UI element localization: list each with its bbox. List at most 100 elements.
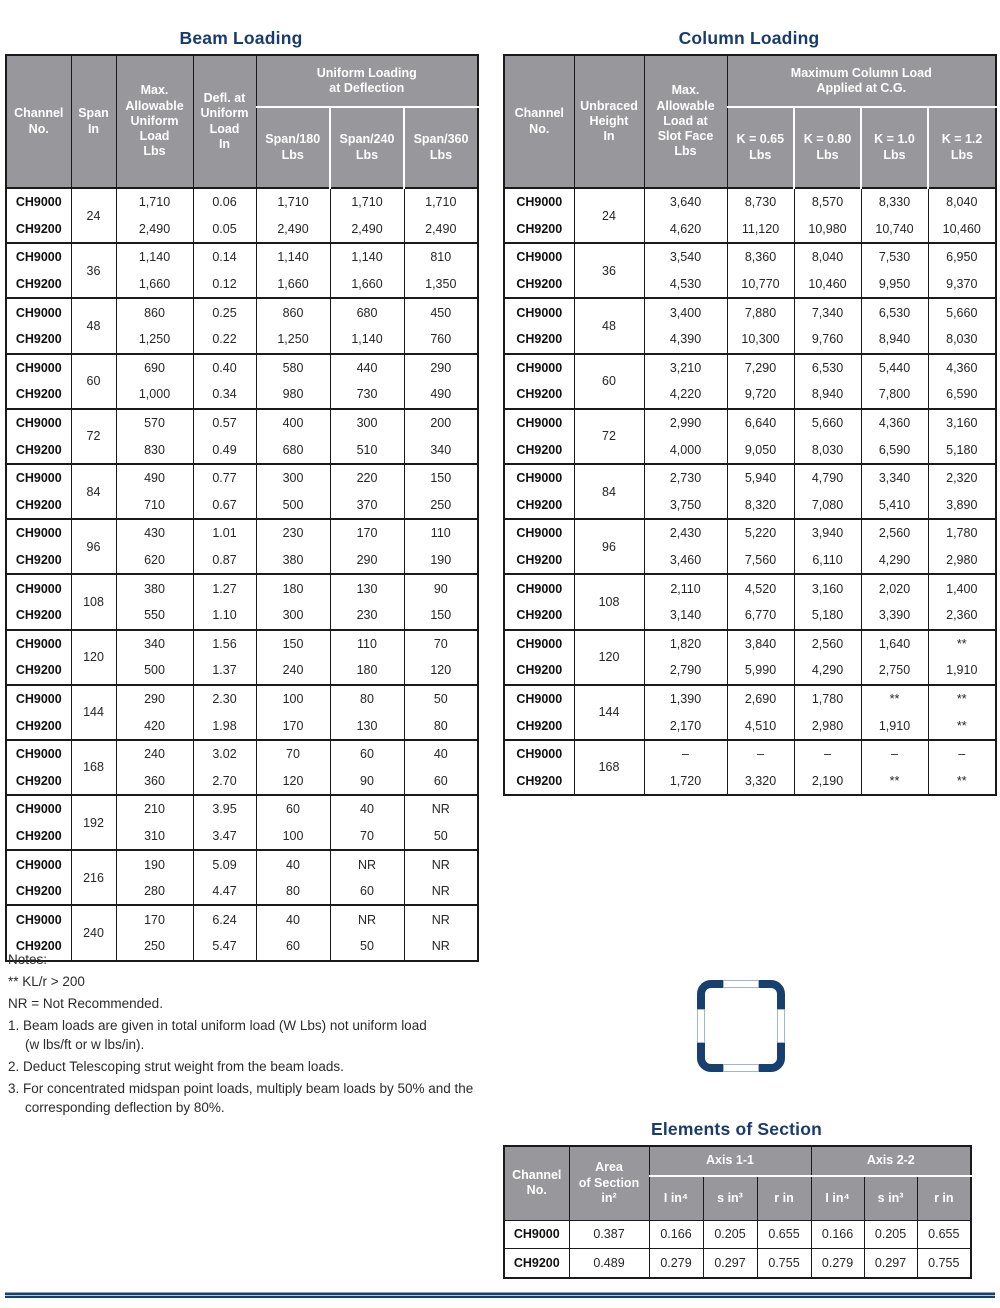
slot-bottom xyxy=(723,1064,759,1072)
elements-header-axis-2-2: Axis 2-2 xyxy=(810,1145,972,1177)
value-cell: 6,950 xyxy=(927,242,997,271)
channel-cell: CH9200 xyxy=(503,436,575,464)
value-cell: 0.67 xyxy=(192,491,257,520)
channel-cell: CH9000 xyxy=(5,462,72,492)
channel-cell: CH9000 xyxy=(5,518,72,547)
value-cell: 4,620 xyxy=(643,215,728,244)
value-cell: 7,080 xyxy=(793,491,862,520)
value-cell: 1,350 xyxy=(403,270,479,299)
value-cell: 2,170 xyxy=(643,712,728,740)
value-cell: 3,940 xyxy=(793,518,862,547)
table-row: CH9200 4,620 11,120 10,980 10,740 10,460 xyxy=(503,215,997,244)
value-cell: 6.24 xyxy=(192,904,257,934)
value-cell: 690 xyxy=(115,352,194,382)
elements-of-section-title: Elements of Section xyxy=(650,1119,823,1139)
channel-cell: CH9200 xyxy=(503,546,575,575)
value-cell: 0.279 xyxy=(810,1248,865,1278)
beam-header-max-load: Max. Allowable Uniform Load Lbs xyxy=(115,54,194,189)
table-row: CH9000 216 190 5.09 40 NR NR xyxy=(5,849,479,906)
channel-cell: CH9000 xyxy=(5,683,72,713)
notes-heading: Notes: xyxy=(8,952,48,967)
value-cell: 7,560 xyxy=(726,546,795,575)
channel-cell: CH9000 xyxy=(5,628,72,658)
table-row: CH9000 96 430 1.01 230 170 110 xyxy=(5,518,479,575)
value-cell: 1,250 xyxy=(255,325,331,354)
table-row: CH9000 24 1,710 0.06 1,710 1,710 1,710 xyxy=(5,186,479,244)
value-cell: 8,330 xyxy=(860,187,929,216)
value-cell: ** xyxy=(860,767,929,796)
value-cell: 150 xyxy=(255,628,331,658)
value-cell: 0.77 xyxy=(192,462,257,492)
table-row: CH9200 3,140 6,770 5,180 3,390 2,360 xyxy=(503,601,997,630)
value-cell: 3,640 xyxy=(643,187,728,216)
channel-cell: CH9000 xyxy=(503,242,575,271)
value-cell: 50 xyxy=(403,683,479,713)
channel-cell: CH9200 xyxy=(503,270,575,299)
value-cell: 1,140 xyxy=(329,242,405,271)
beam-header-channel: Channel No. xyxy=(5,54,72,189)
value-cell: 3,140 xyxy=(643,601,728,630)
elements-header-area: Area of Section in² xyxy=(568,1145,650,1221)
channel-cell: CH9200 xyxy=(5,657,72,685)
value-cell: 570 xyxy=(115,407,194,437)
value-cell: 9,370 xyxy=(927,270,997,299)
channel-cell: CH9200 xyxy=(5,546,72,575)
value-cell: 830 xyxy=(115,436,194,464)
channel-cell: CH9000 xyxy=(5,794,72,823)
channel-cell: CH9000 xyxy=(5,573,72,602)
height-cell: 96 xyxy=(573,518,645,575)
value-cell: 5,220 xyxy=(726,518,795,547)
value-cell: 120 xyxy=(255,767,331,796)
value-cell: 8,040 xyxy=(793,242,862,271)
height-cell: 72 xyxy=(573,407,645,464)
table-row: CH9200 4,390 10,300 9,760 8,940 8,030 xyxy=(503,325,997,354)
table-row: CH9200 620 0.87 380 290 190 xyxy=(5,546,479,575)
value-cell: 7,340 xyxy=(793,297,862,326)
value-cell: 190 xyxy=(403,546,479,575)
beam-loading-section: Beam Loading Channel No. Span In Max. Al… xyxy=(5,8,480,962)
value-cell: 60 xyxy=(329,738,405,768)
value-cell: 150 xyxy=(403,601,479,630)
value-cell: 2,430 xyxy=(643,518,728,547)
channel-cell: CH9200 xyxy=(5,767,72,796)
value-cell: 2,560 xyxy=(860,518,929,547)
value-cell: 130 xyxy=(329,712,405,740)
value-cell: 310 xyxy=(115,822,194,851)
column-header-k10: K = 1.0 Lbs xyxy=(860,106,929,189)
value-cell: 2,190 xyxy=(793,767,862,796)
table-row: CH9000 84 2,730 5,940 4,790 3,340 2,320 xyxy=(503,462,997,520)
value-cell: 7,530 xyxy=(860,242,929,271)
table-row: CH9000 24 3,640 8,730 8,570 8,330 8,040 xyxy=(503,186,997,244)
channel-cell: CH9200 xyxy=(503,1248,570,1278)
elements-header-s2: s in³ xyxy=(863,1175,918,1221)
value-cell: 0.06 xyxy=(192,187,257,216)
value-cell: 250 xyxy=(115,933,194,961)
value-cell: 2,020 xyxy=(860,573,929,602)
table-row: CH9000 72 570 0.57 400 300 200 xyxy=(5,407,479,464)
value-cell: 2,360 xyxy=(927,601,997,630)
value-cell: 1,780 xyxy=(793,683,862,713)
slot-left xyxy=(697,1009,705,1043)
elements-header-s1: s in³ xyxy=(702,1175,758,1221)
value-cell: 4.47 xyxy=(192,877,257,906)
channel-cell: CH9000 xyxy=(5,904,72,934)
value-cell: 300 xyxy=(255,601,331,630)
column-header-max-load: Max. Allowable Load at Slot Face Lbs xyxy=(643,54,728,189)
value-cell: 430 xyxy=(115,518,194,547)
value-cell: 490 xyxy=(403,381,479,409)
value-cell: 5,440 xyxy=(860,352,929,382)
value-cell: 3,160 xyxy=(927,407,997,437)
value-cell: 10,740 xyxy=(860,215,929,244)
value-cell: 2,490 xyxy=(255,215,331,244)
beam-header-uniform-loading-group: Uniform Loading at Deflection xyxy=(255,54,479,108)
value-cell: 5,990 xyxy=(726,657,795,685)
value-cell: 300 xyxy=(255,462,331,492)
value-cell: 3,340 xyxy=(860,462,929,492)
channel-cell: CH9000 xyxy=(503,297,575,326)
table-row: CH9200 550 1.10 300 230 150 xyxy=(5,601,479,630)
value-cell: 40 xyxy=(329,794,405,823)
table-row: CH9000 84 490 0.77 300 220 150 xyxy=(5,462,479,520)
table-row: CH9200 3,460 7,560 6,110 4,290 2,980 xyxy=(503,546,997,575)
channel-cell: CH9000 xyxy=(5,407,72,437)
table-row: CH9200 2,490 0.05 2,490 2,490 2,490 xyxy=(5,215,479,244)
